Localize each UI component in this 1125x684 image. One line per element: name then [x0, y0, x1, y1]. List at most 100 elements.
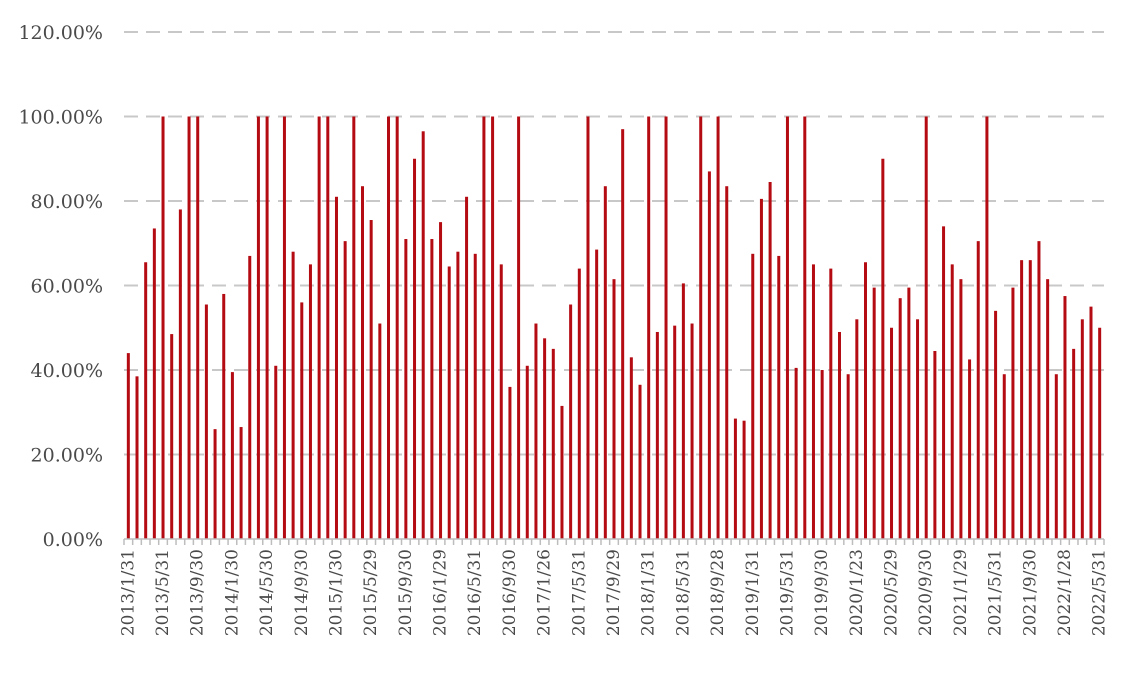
bar — [864, 262, 868, 539]
x-tick-label: 2019/1/31 — [743, 549, 763, 636]
bar — [916, 319, 920, 539]
bar — [968, 359, 972, 539]
bar — [577, 268, 581, 539]
bar — [664, 116, 668, 539]
bar — [152, 228, 156, 539]
y-tick-label: 60.00% — [31, 276, 103, 298]
bar — [187, 116, 191, 539]
bar — [777, 255, 781, 540]
bar — [716, 116, 720, 539]
bar — [534, 323, 538, 539]
x-tick-label: 2020/1/23 — [847, 549, 867, 636]
bar — [829, 268, 833, 539]
bar — [473, 253, 477, 539]
bar — [768, 181, 772, 540]
x-tick-label: 2013/9/30 — [188, 549, 208, 636]
bar — [222, 293, 226, 539]
bar — [759, 198, 763, 539]
bar — [603, 186, 607, 539]
bar — [1011, 287, 1015, 539]
bar — [1098, 327, 1102, 539]
bar — [178, 209, 182, 539]
bar — [742, 420, 746, 539]
bar — [1020, 260, 1024, 539]
bar — [751, 253, 755, 539]
bar — [1063, 296, 1067, 539]
x-tick-label: 2015/9/30 — [396, 549, 416, 636]
bar — [360, 186, 364, 539]
y-tick-label: 100.00% — [18, 107, 103, 129]
bar — [586, 116, 590, 539]
bar — [213, 429, 217, 539]
bar — [881, 158, 885, 539]
bar — [447, 266, 451, 539]
bar — [985, 116, 989, 539]
bar — [256, 116, 260, 539]
bar — [846, 374, 850, 539]
x-tick-label: 2020/5/29 — [882, 549, 902, 636]
bar — [525, 365, 529, 539]
bar — [465, 196, 469, 539]
bar — [898, 298, 902, 539]
bar — [369, 220, 373, 539]
bar — [439, 222, 443, 539]
bar — [612, 279, 616, 539]
bar — [144, 262, 148, 539]
bar — [890, 327, 894, 539]
x-tick-label: 2018/5/31 — [673, 549, 693, 636]
y-tick-label: 40.00% — [31, 360, 103, 382]
x-tick-label: 2021/5/31 — [986, 549, 1006, 636]
x-axis — [123, 538, 1105, 545]
bar — [933, 350, 937, 539]
bar — [1089, 306, 1093, 539]
bar — [334, 196, 338, 539]
bar — [803, 116, 807, 539]
bar — [204, 304, 208, 539]
bar — [265, 116, 269, 539]
x-tick-label: 2014/5/30 — [257, 549, 277, 636]
y-tick-label: 0.00% — [43, 529, 103, 551]
bar — [907, 287, 911, 539]
x-tick-label: 2018/1/31 — [639, 549, 659, 636]
x-tick-label: 2016/5/31 — [465, 549, 485, 636]
bar — [300, 302, 304, 539]
bar — [725, 186, 729, 539]
y-tick-label: 120.00% — [18, 22, 103, 44]
bar — [491, 116, 495, 539]
bar — [647, 116, 651, 539]
bar — [699, 116, 703, 539]
bar — [733, 418, 737, 539]
x-tick-label: 2021/9/30 — [1020, 549, 1040, 636]
x-tick-label: 2016/9/30 — [500, 549, 520, 636]
bar — [387, 116, 391, 539]
bar — [638, 384, 642, 539]
bar — [673, 325, 677, 539]
bar — [291, 251, 295, 539]
bar — [239, 427, 243, 539]
bar — [135, 376, 139, 539]
bar — [811, 264, 815, 539]
bar — [1028, 260, 1032, 539]
bar — [1080, 319, 1084, 539]
bar — [994, 310, 998, 539]
bar — [560, 405, 564, 539]
y-axis-labels: 0.00% 20.00% 40.00% 60.00% 80.00% 100.00% 120.… — [18, 22, 103, 551]
y-tick-label: 80.00% — [31, 191, 103, 213]
x-tick-label: 2014/9/30 — [292, 549, 312, 636]
bar — [343, 241, 347, 539]
bar — [950, 264, 954, 539]
x-tick-label: 2017/1/26 — [535, 549, 555, 636]
x-tick-label: 2020/9/30 — [916, 549, 936, 636]
bar — [621, 129, 625, 540]
bar — [855, 319, 859, 539]
bar — [248, 255, 252, 540]
bar — [837, 331, 841, 539]
bar — [794, 367, 798, 539]
bar — [308, 264, 312, 539]
bar — [690, 323, 694, 539]
bar — [196, 116, 200, 539]
bar — [378, 323, 382, 539]
bar — [482, 116, 486, 539]
bar — [1072, 348, 1076, 539]
